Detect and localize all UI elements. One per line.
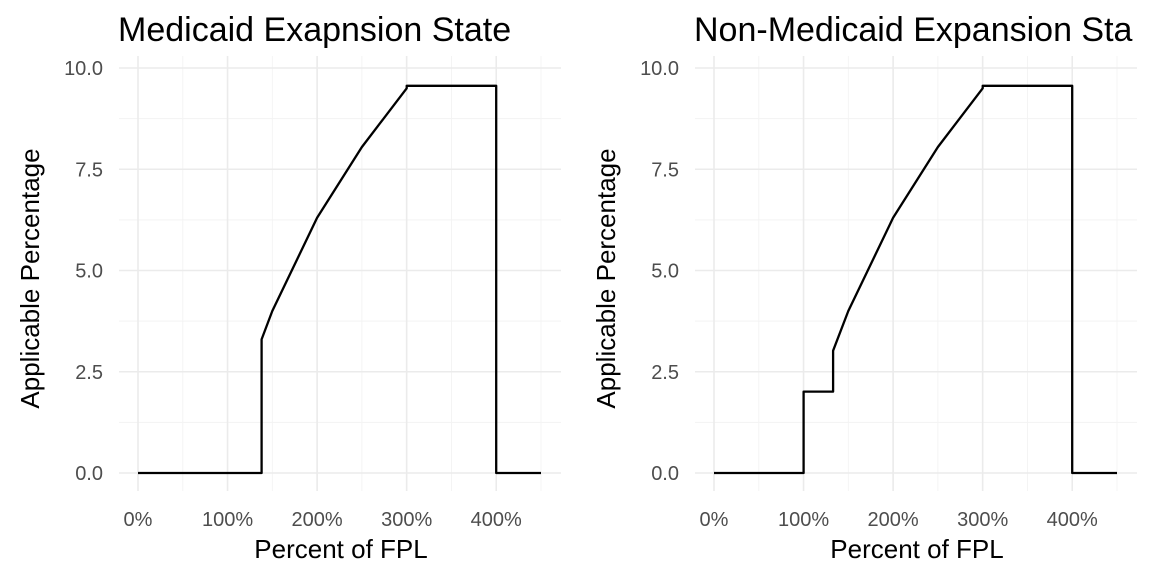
chart-title: Medicaid Exapnsion State bbox=[118, 11, 511, 49]
y-axis-title: Applicable Percentage bbox=[591, 148, 621, 408]
y-tick-label: 7.5 bbox=[75, 159, 103, 181]
y-tick-label: 2.5 bbox=[75, 362, 103, 384]
x-tick-label: 400% bbox=[471, 509, 522, 531]
y-tick-label: 10.0 bbox=[64, 58, 103, 80]
x-tick-label: 400% bbox=[1047, 509, 1098, 531]
panel-non-medicaid-expansion: 0.0 2.5 5.0 7.5 10.0 0% 100% 200% 300% 400% Non-Me… bbox=[591, 11, 1137, 564]
y-axis-title: Applicable Percentage bbox=[15, 148, 45, 408]
x-tick-label: 0% bbox=[700, 509, 729, 531]
y-tick-label: 5.0 bbox=[75, 261, 103, 283]
y-tick-label: 0.0 bbox=[75, 463, 103, 485]
chart-title: Non-Medicaid Expansion Sta bbox=[694, 11, 1133, 49]
panel-medicaid-expansion: 0.0 2.5 5.0 7.5 10.0 0% 100% 200% 300% 400% Medica… bbox=[15, 11, 561, 564]
series-line bbox=[714, 84, 1117, 475]
x-tick-label: 0% bbox=[124, 509, 153, 531]
x-tick-label: 200% bbox=[868, 509, 919, 531]
x-tick-label: 300% bbox=[957, 509, 1008, 531]
y-tick-label: 5.0 bbox=[651, 261, 679, 283]
x-tick-label: 100% bbox=[202, 509, 253, 531]
y-tick-label: 10.0 bbox=[640, 58, 679, 80]
y-tick-label: 2.5 bbox=[651, 362, 679, 384]
y-tick-label: 7.5 bbox=[651, 159, 679, 181]
series-line bbox=[138, 84, 541, 475]
x-axis-title: Percent of FPL bbox=[254, 534, 427, 564]
x-tick-label: 200% bbox=[292, 509, 343, 531]
x-axis-title: Percent of FPL bbox=[830, 534, 1003, 564]
y-tick-label: 0.0 bbox=[651, 463, 679, 485]
x-tick-label: 300% bbox=[381, 509, 432, 531]
x-tick-label: 100% bbox=[778, 509, 829, 531]
